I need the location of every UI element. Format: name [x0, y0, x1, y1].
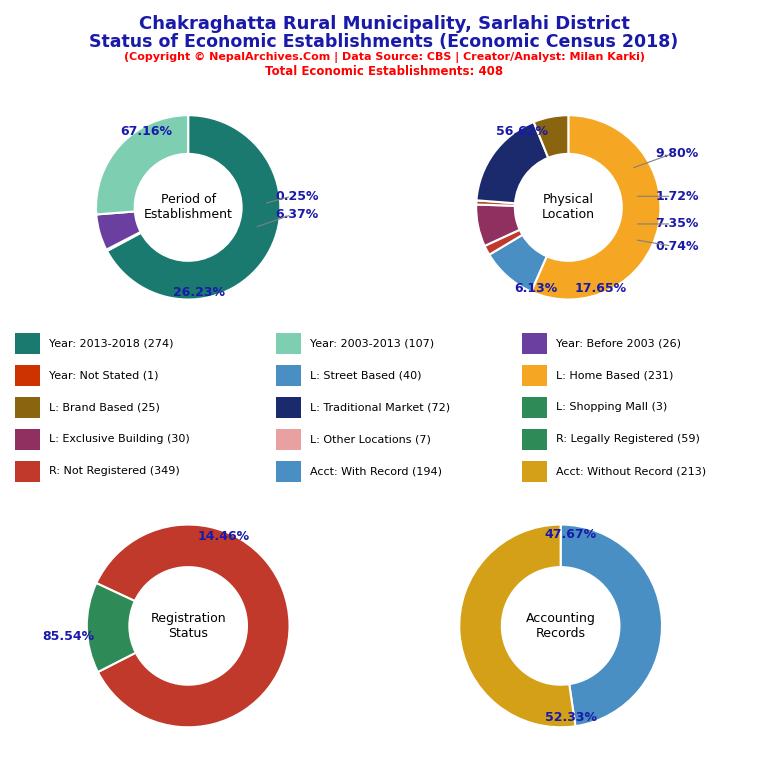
- Text: L: Home Based (231): L: Home Based (231): [556, 370, 674, 380]
- Text: 6.37%: 6.37%: [275, 208, 319, 221]
- FancyBboxPatch shape: [276, 461, 301, 482]
- Text: Accounting
Records: Accounting Records: [526, 612, 595, 640]
- Text: Status of Economic Establishments (Economic Census 2018): Status of Economic Establishments (Econo…: [89, 33, 679, 51]
- Text: 47.67%: 47.67%: [545, 528, 597, 541]
- Text: 52.33%: 52.33%: [545, 710, 597, 723]
- Text: 26.23%: 26.23%: [174, 286, 225, 299]
- Text: Acct: With Record (194): Acct: With Record (194): [310, 466, 442, 476]
- Text: Chakraghatta Rural Municipality, Sarlahi District: Chakraghatta Rural Municipality, Sarlahi…: [138, 15, 630, 33]
- Wedge shape: [96, 211, 141, 250]
- FancyBboxPatch shape: [522, 333, 547, 354]
- FancyBboxPatch shape: [276, 365, 301, 386]
- Wedge shape: [96, 525, 290, 727]
- Text: R: Legally Registered (59): R: Legally Registered (59): [556, 434, 700, 444]
- Text: L: Shopping Mall (3): L: Shopping Mall (3): [556, 402, 667, 412]
- Text: 9.80%: 9.80%: [655, 147, 699, 161]
- Text: Year: Before 2003 (26): Year: Before 2003 (26): [556, 338, 681, 349]
- Wedge shape: [531, 115, 660, 300]
- Text: Year: 2013-2018 (274): Year: 2013-2018 (274): [49, 338, 174, 349]
- FancyBboxPatch shape: [276, 429, 301, 449]
- Text: 14.46%: 14.46%: [197, 530, 250, 543]
- FancyBboxPatch shape: [276, 333, 301, 354]
- Text: Acct: Without Record (213): Acct: Without Record (213): [556, 466, 706, 476]
- Text: 56.62%: 56.62%: [496, 125, 548, 138]
- Text: Year: 2003-2013 (107): Year: 2003-2013 (107): [310, 338, 435, 349]
- Text: L: Street Based (40): L: Street Based (40): [310, 370, 422, 380]
- Text: Total Economic Establishments: 408: Total Economic Establishments: 408: [265, 65, 503, 78]
- Text: (Copyright © NepalArchives.Com | Data Source: CBS | Creator/Analyst: Milan Karki: (Copyright © NepalArchives.Com | Data So…: [124, 52, 644, 63]
- Text: L: Traditional Market (72): L: Traditional Market (72): [310, 402, 450, 412]
- Text: Period of
Establishment: Period of Establishment: [144, 194, 233, 221]
- Text: Registration
Status: Registration Status: [151, 612, 226, 640]
- Text: 7.35%: 7.35%: [655, 217, 699, 230]
- Text: 1.72%: 1.72%: [655, 190, 699, 203]
- Wedge shape: [561, 525, 662, 727]
- Wedge shape: [476, 122, 548, 204]
- Wedge shape: [107, 115, 280, 300]
- Wedge shape: [534, 115, 568, 157]
- Text: 17.65%: 17.65%: [574, 282, 627, 295]
- Text: Year: Not Stated (1): Year: Not Stated (1): [49, 370, 159, 380]
- Text: 6.13%: 6.13%: [515, 282, 558, 295]
- FancyBboxPatch shape: [276, 397, 301, 418]
- Text: 0.25%: 0.25%: [275, 190, 319, 203]
- FancyBboxPatch shape: [522, 429, 547, 449]
- FancyBboxPatch shape: [15, 365, 40, 386]
- FancyBboxPatch shape: [15, 429, 40, 449]
- Text: 85.54%: 85.54%: [42, 630, 94, 643]
- FancyBboxPatch shape: [522, 461, 547, 482]
- Text: L: Exclusive Building (30): L: Exclusive Building (30): [49, 434, 190, 444]
- Wedge shape: [87, 583, 136, 672]
- Wedge shape: [489, 235, 547, 292]
- Text: 0.74%: 0.74%: [655, 240, 699, 253]
- Text: L: Other Locations (7): L: Other Locations (7): [310, 434, 431, 444]
- Text: 67.16%: 67.16%: [121, 125, 173, 138]
- Wedge shape: [106, 232, 141, 251]
- Text: Physical
Location: Physical Location: [541, 194, 595, 221]
- Wedge shape: [476, 200, 515, 206]
- FancyBboxPatch shape: [522, 365, 547, 386]
- FancyBboxPatch shape: [15, 461, 40, 482]
- Wedge shape: [459, 525, 575, 727]
- Text: R: Not Registered (349): R: Not Registered (349): [49, 466, 180, 476]
- FancyBboxPatch shape: [15, 397, 40, 418]
- Wedge shape: [485, 230, 522, 255]
- Wedge shape: [96, 115, 188, 214]
- FancyBboxPatch shape: [522, 397, 547, 418]
- Wedge shape: [476, 204, 520, 246]
- Text: L: Brand Based (25): L: Brand Based (25): [49, 402, 160, 412]
- FancyBboxPatch shape: [15, 333, 40, 354]
